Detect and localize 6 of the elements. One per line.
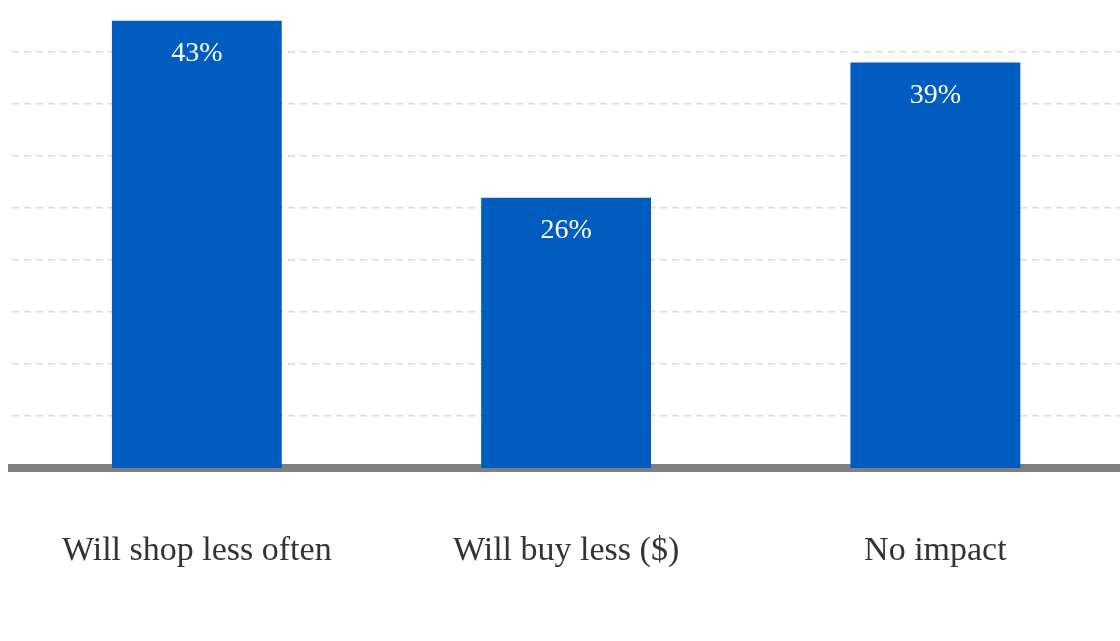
x-tick-label: Will buy less ($) <box>452 529 680 568</box>
data-label: 26% <box>540 213 592 245</box>
x-tick-label: No impact <box>864 529 1008 567</box>
x-tick-label: Will shop less often <box>61 529 332 567</box>
data-label: 43% <box>171 36 223 68</box>
data-label: 39% <box>909 77 962 109</box>
